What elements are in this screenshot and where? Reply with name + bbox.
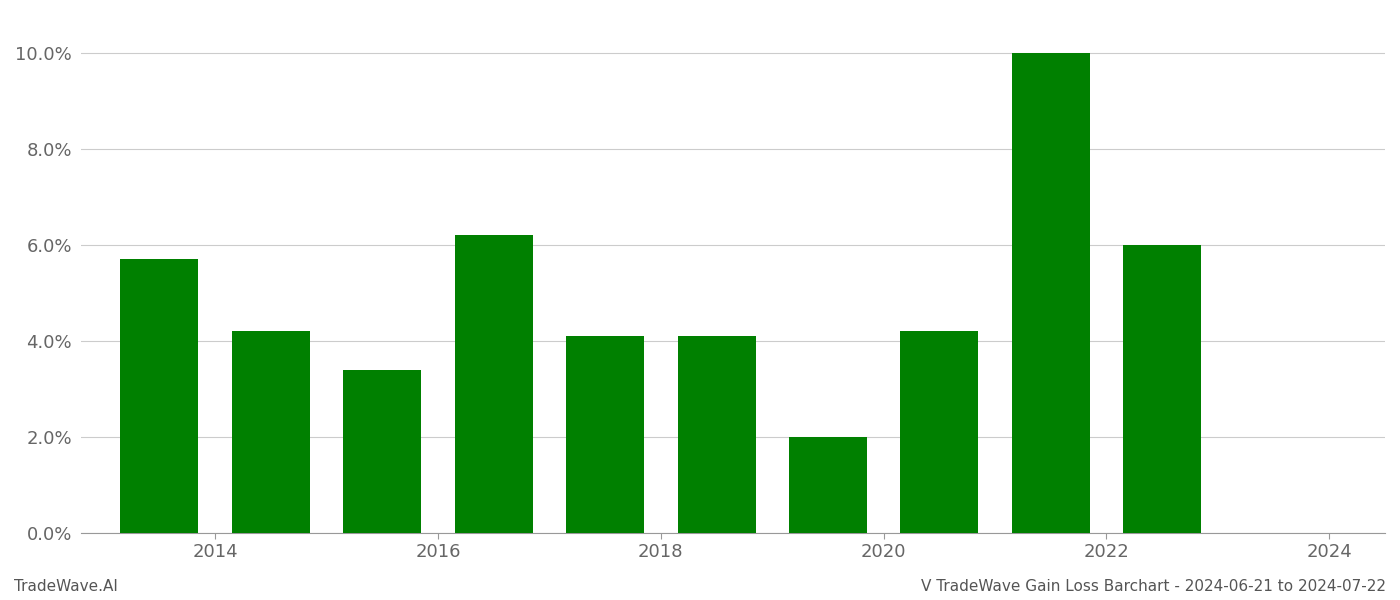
Bar — [120, 259, 199, 533]
Bar — [232, 331, 309, 533]
Bar — [900, 331, 979, 533]
Text: V TradeWave Gain Loss Barchart - 2024-06-21 to 2024-07-22: V TradeWave Gain Loss Barchart - 2024-06… — [921, 579, 1386, 594]
Bar — [566, 336, 644, 533]
Bar — [1012, 53, 1089, 533]
Bar — [678, 336, 756, 533]
Bar — [790, 437, 867, 533]
Bar — [1123, 245, 1201, 533]
Text: TradeWave.AI: TradeWave.AI — [14, 579, 118, 594]
Bar — [455, 235, 532, 533]
Bar — [343, 370, 421, 533]
